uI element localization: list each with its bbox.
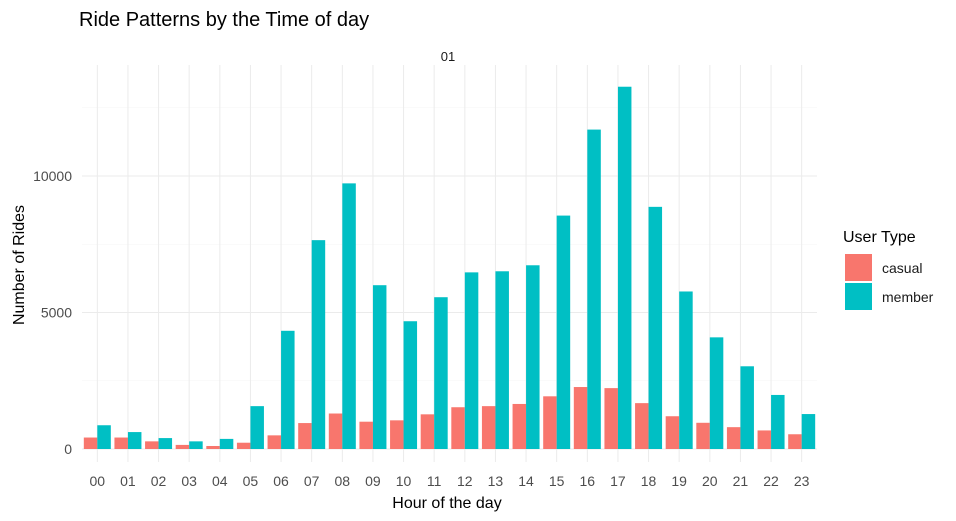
bar-casual-01 (114, 437, 128, 449)
x-tick-label: 08 (335, 473, 351, 489)
bar-casual-16 (573, 387, 588, 449)
bar-casual-07 (298, 423, 312, 449)
bar-casual-14 (512, 403, 527, 449)
x-tick-label: 06 (273, 473, 289, 489)
bar-casual-00 (83, 437, 98, 449)
bar-casual-15 (543, 396, 557, 449)
x-tick-label: 04 (212, 473, 228, 489)
bar-member-12 (464, 272, 479, 449)
x-tick-label: 00 (90, 473, 106, 489)
grid (82, 65, 817, 462)
x-tick-label: 14 (518, 473, 534, 489)
x-tick-label: 12 (457, 473, 473, 489)
legend-key-casual (845, 254, 872, 281)
bar-member-06 (281, 330, 295, 449)
legend: User Type casual member (843, 229, 934, 310)
bar-member-11 (434, 297, 448, 449)
bar-casual-21 (726, 427, 741, 449)
bar-member-02 (158, 438, 173, 449)
x-tick-label: 21 (733, 473, 749, 489)
bar-member-09 (372, 285, 387, 449)
bar-member-15 (556, 215, 571, 449)
y-tick-label: 5000 (41, 305, 72, 321)
bar-member-05 (250, 406, 264, 449)
x-tick-label: 17 (610, 473, 626, 489)
bar-member-03 (189, 441, 203, 449)
bar-member-10 (403, 321, 418, 449)
bar-member-07 (311, 240, 326, 449)
x-axis-ticks: 00 01 02 03 04 05 06 07 08 09 10 11 12 13 14 15 16 17 18 19… (90, 473, 810, 489)
x-tick-label: 13 (488, 473, 504, 489)
bar-member-14 (526, 265, 540, 449)
bar-casual-12 (451, 407, 465, 449)
bar-casual-05 (236, 442, 251, 449)
y-axis-ticks: 0 5000 10000 (33, 168, 72, 457)
bar-member-16 (587, 129, 601, 449)
y-axis-title: Number of Rides (11, 205, 28, 325)
x-axis-title: Hour of the day (392, 495, 501, 512)
bar-casual-11 (420, 414, 435, 449)
y-tick-label: 0 (64, 441, 72, 457)
x-tick-label: 01 (120, 473, 136, 489)
bar-member-23 (801, 414, 816, 449)
bar-casual-22 (757, 430, 772, 449)
bar-casual-02 (145, 441, 159, 449)
x-tick-label: 20 (702, 473, 718, 489)
x-tick-label: 23 (794, 473, 810, 489)
bar-member-08 (342, 183, 356, 449)
bar-casual-08 (328, 413, 343, 449)
x-tick-label: 02 (151, 473, 167, 489)
bar-member-22 (771, 394, 785, 449)
bar-member-01 (127, 432, 142, 449)
chart-title: Ride Patterns by the Time of day (79, 9, 369, 31)
bar-member-21 (740, 366, 754, 449)
bar-member-18 (648, 206, 663, 449)
x-tick-label: 15 (549, 473, 565, 489)
bar-casual-19 (665, 416, 680, 449)
bar-member-19 (679, 291, 693, 449)
bar-casual-23 (788, 434, 802, 449)
bar-casual-09 (359, 421, 373, 449)
x-tick-label: 03 (181, 473, 197, 489)
bar-casual-13 (481, 406, 496, 449)
bar-casual-18 (635, 403, 649, 449)
x-tick-label: 22 (763, 473, 779, 489)
bar-member-13 (495, 271, 509, 449)
legend-label-casual: casual (882, 260, 922, 276)
x-tick-label: 16 (580, 473, 596, 489)
x-tick-label: 09 (365, 473, 381, 489)
facet-label: 01 (441, 49, 455, 64)
x-tick-label: 11 (427, 473, 442, 489)
x-tick-label: 10 (396, 473, 412, 489)
bar-casual-04 (206, 445, 220, 449)
x-tick-label: 05 (243, 473, 259, 489)
bar-casual-10 (390, 420, 404, 449)
legend-title: User Type (843, 229, 916, 246)
bar-casual-03 (175, 444, 190, 449)
y-tick-label: 10000 (33, 168, 72, 184)
bar-casual-20 (696, 422, 710, 449)
bar-member-04 (219, 438, 234, 449)
x-tick-label: 07 (304, 473, 320, 489)
bar-member-17 (617, 86, 632, 449)
bar-casual-17 (604, 388, 618, 449)
x-tick-label: 19 (671, 473, 687, 489)
legend-key-member (845, 283, 872, 310)
bar-member-20 (709, 337, 724, 449)
bar-casual-06 (267, 435, 282, 449)
legend-label-member: member (882, 289, 934, 305)
bars (83, 86, 816, 449)
x-tick-label: 18 (641, 473, 657, 489)
bar-member-00 (97, 425, 111, 449)
